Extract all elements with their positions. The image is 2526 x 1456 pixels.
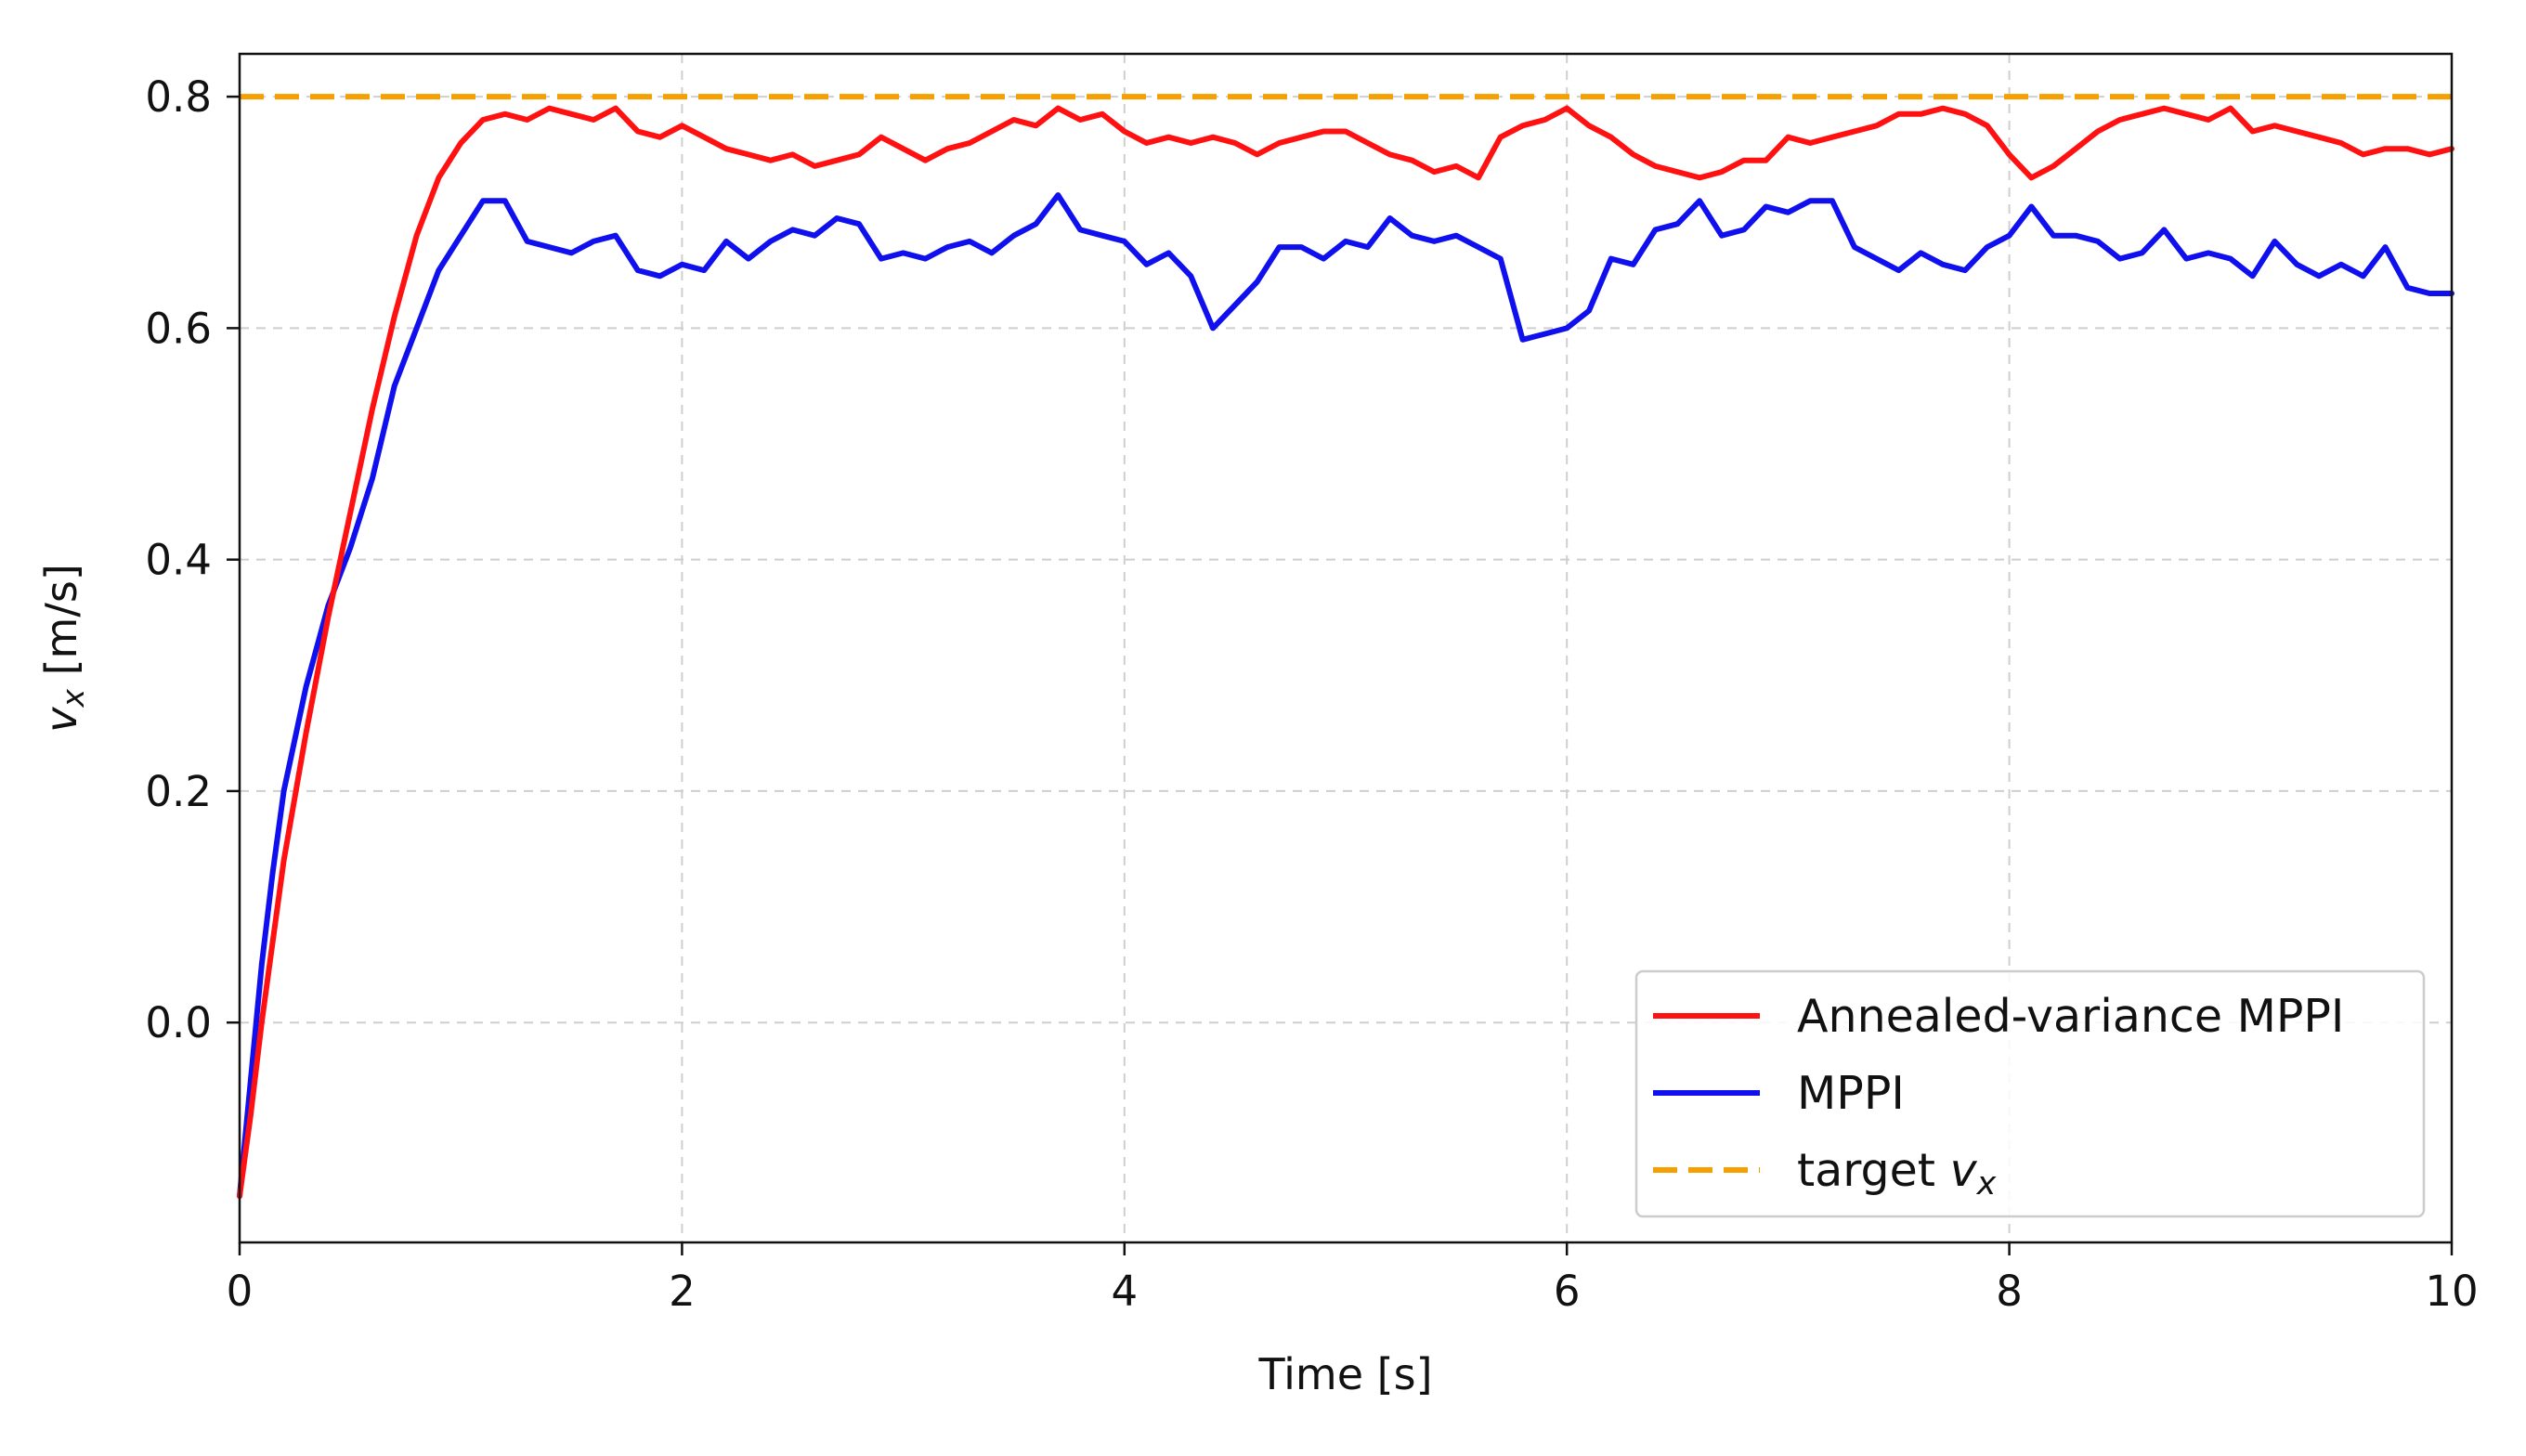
y-tick-label: 0.4: [145, 536, 212, 585]
plot-frame: [238, 52, 2454, 1244]
legend-label: MPPI: [1797, 1067, 1905, 1120]
legend-label: Annealed-variance MPPI: [1797, 990, 2344, 1043]
x-axis-ticks: 0 2 4 6 8 10: [227, 1242, 2479, 1316]
x-tick-label: 4: [1111, 1267, 1138, 1316]
y-tick-label: 0.6: [145, 304, 212, 353]
x-tick-label: 0: [227, 1267, 254, 1316]
series-line-0: [237, 105, 2454, 1200]
y-tick-label: 0.0: [145, 998, 212, 1047]
y-tick-label: 0.2: [145, 767, 212, 816]
y-tick-label: 0.8: [145, 72, 212, 122]
x-tick-label: 2: [669, 1267, 696, 1316]
grid: [240, 54, 2452, 1242]
x-tick-label: 8: [1996, 1267, 2023, 1316]
series-line-1: [237, 192, 2454, 1200]
y-axis-label: vx [m/s]: [36, 564, 91, 733]
series-layer: [237, 94, 2454, 1200]
legend: Annealed-variance MPPI MPPI target vx: [1634, 969, 2426, 1218]
legend-box: [1634, 969, 2426, 1218]
x-tick-label: 10: [2425, 1267, 2478, 1316]
y-axis-ticks: 0.0 0.2 0.4 0.6 0.8: [145, 72, 240, 1047]
x-tick-label: 6: [1554, 1267, 1581, 1316]
x-axis-label: Time [s]: [1257, 1349, 1432, 1399]
legend-label: target vx: [1797, 1144, 1997, 1202]
